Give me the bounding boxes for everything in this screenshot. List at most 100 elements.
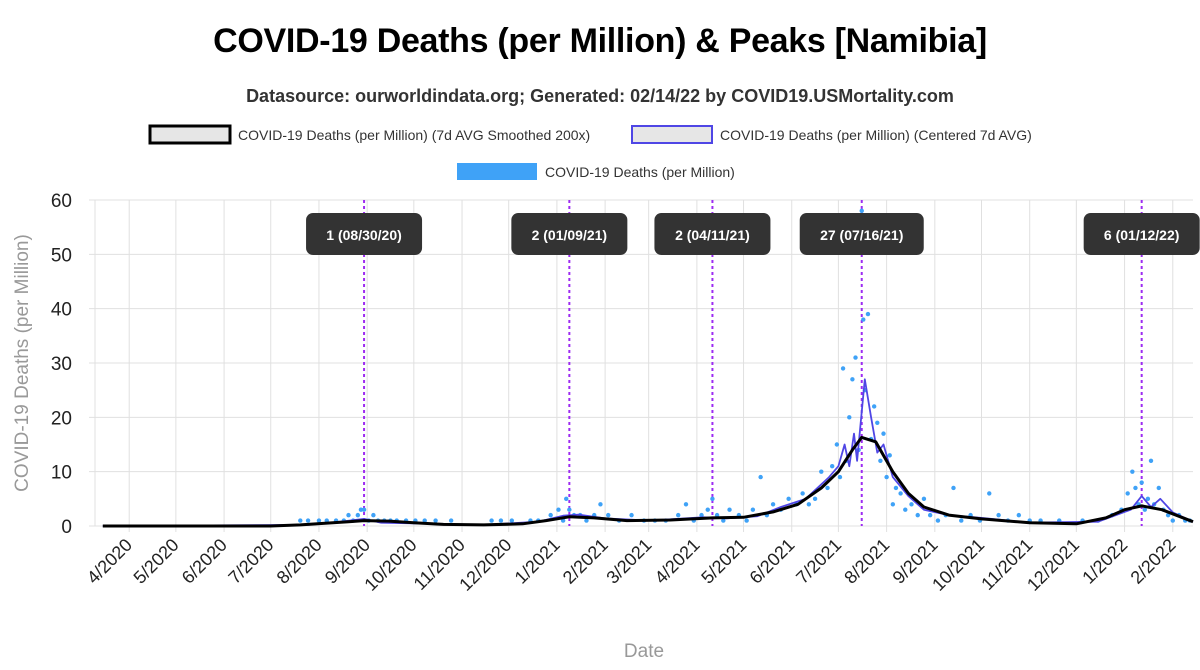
- smoothed-line: [102, 435, 1194, 528]
- x-tick-label: 12/2020: [455, 535, 515, 595]
- scatter-point: [305, 518, 311, 523]
- line-series: [102, 378, 1194, 528]
- y-tick-label: 30: [51, 354, 72, 375]
- x-tick-label: 8/2021: [840, 535, 893, 588]
- scatter-point: [498, 518, 504, 523]
- x-tick-label: 3/2021: [602, 535, 655, 588]
- y-tick-label: 10: [51, 463, 72, 484]
- peak-label: 27 (07/16/21): [820, 227, 903, 243]
- y-axis: 0 10 20 30 40 50 60: [51, 191, 72, 538]
- scatter-point: [606, 512, 611, 518]
- scatter-point: [898, 491, 903, 496]
- scatter-point: [683, 502, 689, 507]
- peak-label-box: [511, 213, 628, 255]
- scatter-point: [921, 496, 927, 502]
- scatter-point: [887, 453, 892, 458]
- scatter-point: [903, 507, 908, 512]
- scatter-point: [548, 512, 553, 518]
- scatter-point: [812, 496, 818, 502]
- scatter-point: [1148, 458, 1154, 463]
- scatter-point: [699, 512, 704, 518]
- scatter-point: [1133, 485, 1138, 491]
- scatter-point: [1125, 491, 1130, 496]
- x-tick-label: 7/2020: [224, 535, 277, 588]
- scatter-point: [987, 491, 992, 496]
- scatter-point: [629, 512, 634, 518]
- scatter-point: [1139, 480, 1144, 485]
- scatter-point: [806, 502, 812, 507]
- scatter-point: [714, 512, 720, 518]
- scatter-point: [710, 496, 715, 502]
- scatter-point: [909, 502, 914, 507]
- scatter-point: [865, 311, 871, 317]
- peak-label: 1 (08/30/20): [326, 227, 402, 243]
- scatter-point: [346, 512, 351, 518]
- scatter-point: [875, 420, 880, 425]
- scatter-point: [371, 512, 376, 518]
- scatter-point: [1130, 469, 1135, 474]
- scatter-point: [1156, 485, 1161, 491]
- scatter-point: [433, 518, 438, 523]
- peak-label-box: [654, 213, 771, 255]
- y-tick-label: 20: [51, 408, 72, 429]
- scatter-point: [878, 458, 883, 463]
- y-tick-label: 50: [51, 245, 72, 266]
- scatter-point: [959, 518, 964, 523]
- x-tick-label: 4/2020: [83, 535, 136, 588]
- peak-labels: 1 (08/30/20) 2 (01/09/21) 2 (04/11/21) 27 (…: [306, 213, 1200, 255]
- scatter-point: [758, 474, 763, 480]
- legend-swatch-daily: [457, 163, 537, 180]
- y-tick-label: 0: [61, 517, 72, 538]
- scatter-point: [598, 502, 603, 507]
- x-tick-label: 2/2021: [559, 535, 612, 588]
- scatter-point: [744, 518, 749, 523]
- scatter-point: [859, 208, 864, 214]
- scatter-point: [509, 518, 515, 523]
- scatter-point: [890, 502, 896, 507]
- scatter-point: [927, 512, 933, 518]
- scatter-point: [951, 485, 956, 491]
- legend-label-smoothed: COVID-19 Deaths (per Million) (7d AVG Sm…: [238, 127, 590, 143]
- scatter-point: [358, 507, 364, 512]
- scatter-point: [316, 518, 322, 523]
- peak-label: 6 (01/12/22): [1104, 227, 1180, 243]
- legend-label-centered: COVID-19 Deaths (per Million) (Centered …: [720, 127, 1032, 143]
- scatter-point: [840, 366, 846, 371]
- scatter-point: [705, 507, 710, 512]
- scatter-point: [567, 507, 572, 512]
- chart-subtitle: Datasource: ourworldindata.org; Generate…: [246, 86, 954, 106]
- legend-label-daily: COVID-19 Deaths (per Million): [545, 164, 735, 180]
- x-tick-label: 5/2021: [697, 535, 750, 588]
- scatter-point: [556, 507, 561, 512]
- y-tick-label: 40: [51, 300, 72, 321]
- x-tick-label: 1/2022: [1078, 535, 1131, 588]
- x-tick-label: 5/2020: [130, 535, 183, 588]
- grid: [89, 199, 1193, 532]
- x-tick-label: 8/2020: [273, 535, 326, 588]
- x-tick-label: 10/2020: [360, 535, 420, 595]
- x-tick-label: 2/2022: [1127, 535, 1180, 588]
- scatter-point: [935, 518, 941, 523]
- x-tick-label: 12/2021: [1023, 535, 1083, 595]
- x-axis-title: Date: [624, 641, 664, 662]
- scatter-point: [881, 431, 886, 436]
- x-tick-label: 7/2021: [792, 535, 845, 588]
- y-axis-title: COVID-19 Deaths (per Million): [12, 234, 33, 492]
- legend-swatch-smoothed: [148, 124, 232, 145]
- legend: COVID-19 Deaths (per Million) (7d AVG Sm…: [148, 124, 1032, 180]
- scatter-point: [853, 355, 858, 360]
- scatter-point: [422, 518, 427, 523]
- peak-label-box: [799, 213, 924, 255]
- scatter-point: [489, 518, 494, 523]
- scatter-point: [584, 518, 589, 523]
- scatter-point: [727, 507, 732, 512]
- scatter-point: [800, 491, 805, 496]
- scatter-point: [750, 507, 756, 512]
- scatter-point: [1142, 507, 1147, 512]
- chart-title: COVID-19 Deaths (per Million) & Peaks [N…: [213, 22, 987, 60]
- peak-label-box: [1083, 213, 1200, 255]
- peak-label: 2 (04/11/21): [675, 227, 750, 243]
- scatter-point: [361, 507, 367, 512]
- peak-label: 2 (01/09/21): [532, 227, 608, 243]
